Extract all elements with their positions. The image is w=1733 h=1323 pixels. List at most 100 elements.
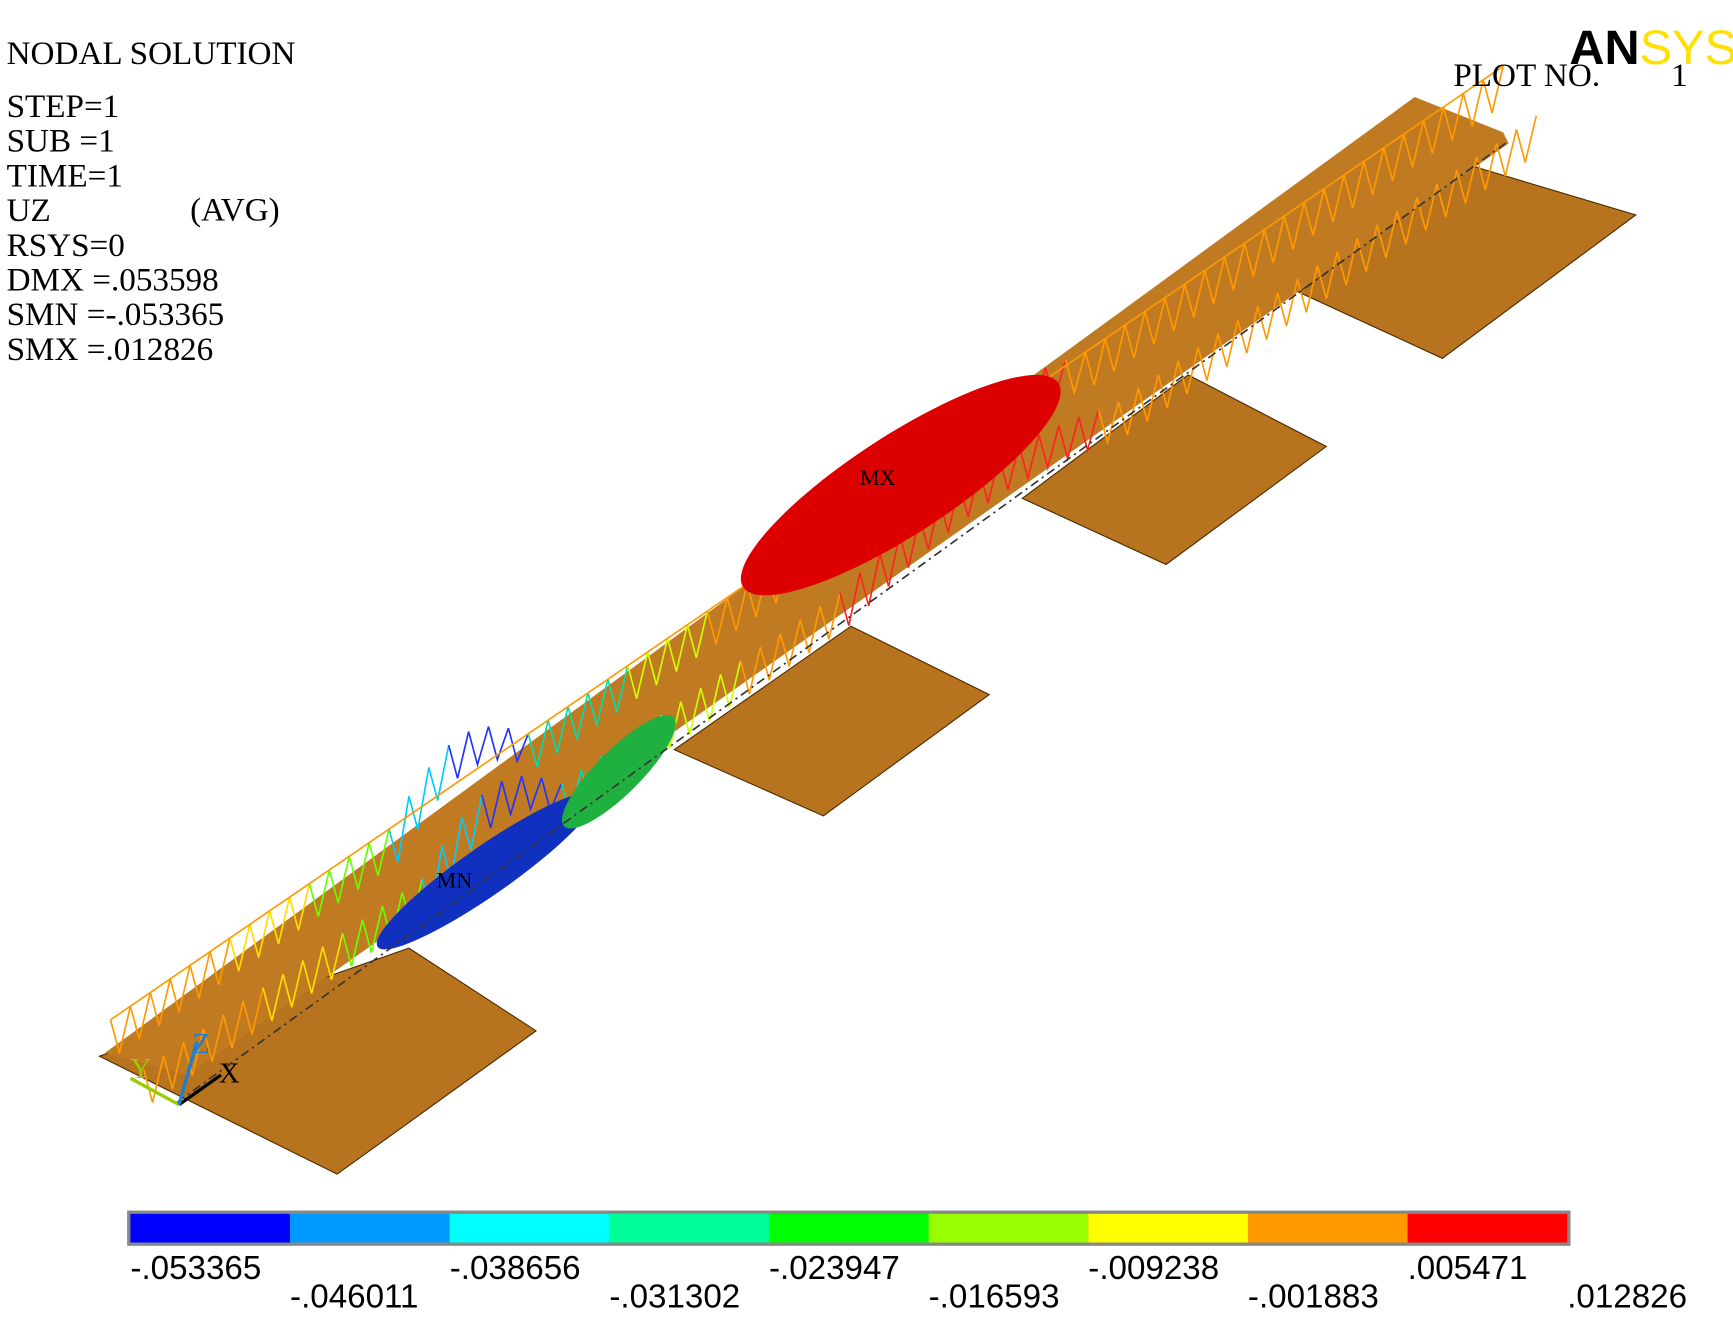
truss-member — [308, 869, 331, 917]
legend-label: -.046011 — [290, 1279, 418, 1316]
truss-member — [1422, 106, 1445, 154]
header-line: SMX =.012826 — [7, 331, 214, 368]
legend-label: -.038656 — [450, 1250, 581, 1287]
mid-region — [562, 714, 676, 829]
legend-label: -.023947 — [769, 1250, 900, 1287]
truss-member — [202, 1014, 225, 1062]
truss-member — [461, 794, 483, 851]
truss-member — [242, 987, 264, 1035]
truss-member — [1296, 265, 1319, 313]
truss-member — [1416, 183, 1438, 231]
truss-member — [739, 646, 762, 695]
header-line: SMN =-.053365 — [7, 296, 225, 333]
truss-member — [129, 992, 152, 1040]
title: NODAL SOLUTION — [7, 35, 296, 72]
legend-label: .012826 — [1567, 1279, 1687, 1316]
logo: ANSYS — [1569, 21, 1733, 75]
truss-member — [799, 606, 821, 654]
truss-member — [1184, 270, 1206, 318]
truss-member — [500, 775, 523, 818]
truss-member — [819, 592, 841, 640]
truss-member — [222, 1001, 244, 1049]
truss-member — [1495, 129, 1518, 177]
truss-member — [1164, 283, 1186, 332]
min-marker: MN — [437, 868, 473, 893]
max-marker: MX — [860, 465, 896, 490]
truss-member — [189, 951, 211, 999]
truss-member — [699, 674, 722, 722]
truss-member — [1243, 229, 1266, 277]
truss-member — [1442, 93, 1465, 141]
centerline — [176, 140, 1510, 1104]
truss-member — [1482, 65, 1504, 114]
truss-member — [1064, 352, 1087, 396]
x-label: X — [219, 1058, 240, 1090]
truss-member — [1363, 147, 1385, 195]
truss-member — [481, 781, 503, 829]
legend-label: -.009238 — [1088, 1250, 1219, 1287]
truss-member — [1038, 425, 1060, 472]
truss-member — [109, 1005, 132, 1054]
header-line: TIME=1 — [7, 157, 123, 194]
truss-member — [487, 726, 510, 763]
truss-member — [1376, 210, 1398, 259]
truss-member — [368, 828, 390, 876]
truss-member — [1263, 215, 1286, 263]
truss-member — [1018, 434, 1040, 482]
header-line: DMX =.053598 — [7, 262, 219, 299]
z-axis — [177, 1041, 199, 1106]
truss-member — [1455, 156, 1478, 204]
truss-member — [1223, 243, 1246, 291]
x-axis — [178, 1073, 223, 1107]
legend-label: -.016593 — [929, 1279, 1060, 1316]
truss-member — [467, 726, 490, 768]
avg-label: (AVG) — [190, 192, 280, 229]
plot-label: PLOT NO. — [1453, 57, 1600, 94]
truss-member — [547, 706, 569, 754]
truss-member — [1104, 324, 1126, 372]
truss-member — [169, 965, 191, 1013]
z-label: Z — [192, 1028, 210, 1060]
truss-member — [1402, 120, 1425, 168]
truss-member — [587, 679, 609, 727]
truss-member — [1515, 115, 1538, 163]
truss-member — [1303, 188, 1325, 236]
logo-sys: SYS — [1640, 21, 1733, 75]
truss-member — [268, 897, 291, 945]
truss-member — [759, 633, 782, 681]
legend-band — [768, 1213, 929, 1243]
truss-member — [328, 856, 351, 904]
legend-band — [1088, 1213, 1248, 1243]
truss-member — [1157, 360, 1179, 408]
truss-member — [1117, 388, 1140, 436]
legend-label: .005471 — [1408, 1250, 1528, 1287]
truss-member — [262, 973, 284, 1021]
truss-member — [1137, 374, 1160, 422]
y-label: Y — [130, 1053, 151, 1085]
truss-member — [666, 624, 689, 672]
truss-member — [341, 919, 364, 967]
truss-member — [1343, 161, 1365, 209]
plate — [1021, 374, 1328, 566]
truss-member — [1276, 279, 1299, 327]
truss-member — [361, 905, 384, 953]
truss-member — [706, 597, 729, 645]
truss-member — [1323, 174, 1345, 223]
truss-member — [149, 978, 172, 1026]
truss-member — [1177, 347, 1199, 395]
plates — [98, 164, 1637, 1175]
truss-member — [607, 665, 629, 713]
truss-member — [1435, 170, 1458, 218]
truss-member — [1475, 142, 1498, 190]
header-line: STEP=1 — [7, 88, 120, 125]
truss-member — [408, 767, 430, 830]
min-region — [376, 792, 596, 950]
legend-band — [290, 1213, 450, 1243]
truss-member — [1237, 306, 1259, 354]
legend-band — [1407, 1213, 1568, 1243]
truss-member — [839, 572, 861, 626]
truss-member — [447, 731, 470, 779]
truss-member — [1256, 292, 1279, 340]
truss — [109, 65, 1538, 1103]
